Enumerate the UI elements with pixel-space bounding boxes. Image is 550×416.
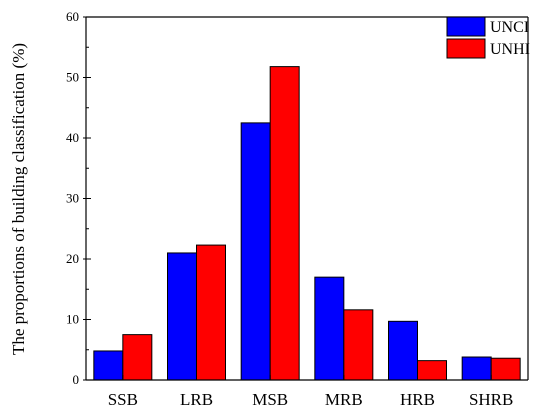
axes-layer <box>85 16 529 381</box>
y-tick-label: 50 <box>66 70 79 85</box>
x-tick-label-lrb: LRB <box>180 390 213 409</box>
y-tick-label: 30 <box>66 191 79 206</box>
x-tick-label-mrb: MRB <box>325 390 363 409</box>
bar-unci-lrb <box>167 252 197 381</box>
bar-unhi-ssb <box>122 334 153 381</box>
x-tick-label-ssb: SSB <box>108 390 138 409</box>
y-ticks-layer: 0 10 20 30 40 50 60 <box>66 9 91 387</box>
bars-layer <box>93 66 521 381</box>
y-tick-label: 60 <box>66 9 79 24</box>
y-tick-label: 0 <box>73 372 80 387</box>
legend-label-unhi: UNHI <box>490 41 530 58</box>
x-ticks-layer: SSB LRB MSB MRB HRB SHRB <box>108 375 513 409</box>
x-tick-label-hrb: HRB <box>400 390 435 409</box>
bar-unhi-msb <box>269 66 300 381</box>
legend-swatch-unci <box>446 16 486 37</box>
x-tick-label-msb: MSB <box>252 390 288 409</box>
bar-unci-msb <box>240 122 271 381</box>
y-tick-label: 10 <box>66 312 79 327</box>
legend-swatch-unhi <box>446 38 486 59</box>
y-axis-label: The proportions of building classificati… <box>9 43 28 355</box>
legend-label-unci: UNCI <box>490 19 529 36</box>
bar-unhi-hrb <box>417 360 447 381</box>
bar-unhi-lrb <box>196 244 226 381</box>
y-tick-label: 40 <box>66 130 79 145</box>
x-tick-label-shrb: SHRB <box>469 390 513 409</box>
bar-unci-mrb <box>314 276 345 381</box>
bar-unhi-mrb <box>343 309 374 381</box>
legend: UNCI UNHI <box>446 16 530 59</box>
bar-unci-hrb <box>388 320 418 381</box>
bar-unci-shrb <box>461 356 492 381</box>
bar-unhi-shrb <box>490 357 521 381</box>
y-tick-label: 20 <box>66 251 79 266</box>
bar-unci-ssb <box>93 350 124 381</box>
